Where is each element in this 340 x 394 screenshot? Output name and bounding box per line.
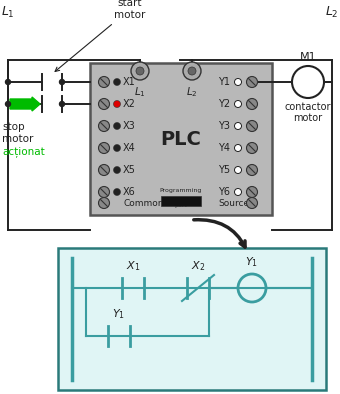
Text: Y5: Y5 bbox=[218, 165, 230, 175]
Circle shape bbox=[99, 98, 109, 110]
Circle shape bbox=[99, 143, 109, 154]
FancyArrow shape bbox=[10, 97, 40, 111]
Text: Y4: Y4 bbox=[218, 143, 230, 153]
Circle shape bbox=[246, 165, 257, 175]
Text: $Y_1$: $Y_1$ bbox=[113, 307, 125, 321]
Text: contactor: contactor bbox=[285, 102, 331, 112]
Circle shape bbox=[59, 102, 65, 106]
Circle shape bbox=[59, 80, 65, 84]
Circle shape bbox=[114, 167, 120, 173]
Circle shape bbox=[5, 80, 11, 84]
FancyArrowPatch shape bbox=[194, 220, 245, 247]
Bar bbox=[58, 248, 326, 390]
Circle shape bbox=[114, 188, 120, 195]
Circle shape bbox=[292, 66, 324, 98]
Bar bbox=[161, 196, 201, 206]
Text: $X_2$: $X_2$ bbox=[191, 259, 205, 273]
Text: acționat: acționat bbox=[2, 146, 45, 157]
Circle shape bbox=[114, 100, 120, 108]
Text: X5: X5 bbox=[123, 165, 136, 175]
Text: Y3: Y3 bbox=[218, 121, 230, 131]
Circle shape bbox=[99, 121, 109, 132]
Text: $X_1$: $X_1$ bbox=[126, 259, 140, 273]
Text: port: port bbox=[174, 203, 187, 208]
Circle shape bbox=[246, 186, 257, 197]
Circle shape bbox=[235, 123, 241, 130]
Circle shape bbox=[99, 76, 109, 87]
Circle shape bbox=[131, 62, 149, 80]
Circle shape bbox=[114, 78, 120, 85]
Text: Programming: Programming bbox=[160, 188, 202, 193]
Circle shape bbox=[246, 98, 257, 110]
Circle shape bbox=[235, 167, 241, 173]
Circle shape bbox=[235, 100, 241, 108]
Text: X4: X4 bbox=[123, 143, 136, 153]
Text: Y6: Y6 bbox=[218, 187, 230, 197]
Circle shape bbox=[136, 67, 144, 75]
Bar bbox=[90, 63, 272, 215]
Text: M1: M1 bbox=[300, 52, 316, 62]
Circle shape bbox=[114, 123, 120, 130]
Circle shape bbox=[235, 78, 241, 85]
Text: $L_2$: $L_2$ bbox=[186, 85, 198, 99]
Circle shape bbox=[246, 197, 257, 208]
Circle shape bbox=[99, 165, 109, 175]
Circle shape bbox=[99, 197, 109, 208]
Circle shape bbox=[114, 145, 120, 152]
Circle shape bbox=[246, 121, 257, 132]
Text: $L_1$: $L_1$ bbox=[134, 85, 146, 99]
Circle shape bbox=[235, 145, 241, 152]
Text: X2: X2 bbox=[123, 99, 136, 109]
Circle shape bbox=[246, 76, 257, 87]
Circle shape bbox=[188, 67, 196, 75]
Text: motor: motor bbox=[293, 113, 323, 123]
Text: PLC: PLC bbox=[160, 130, 201, 149]
Text: start
motor: start motor bbox=[55, 0, 146, 71]
Circle shape bbox=[235, 188, 241, 195]
Text: X6: X6 bbox=[123, 187, 136, 197]
Text: Source: Source bbox=[218, 199, 249, 208]
Circle shape bbox=[246, 143, 257, 154]
Text: Common: Common bbox=[123, 199, 164, 208]
Text: $L_1$: $L_1$ bbox=[1, 5, 15, 20]
Circle shape bbox=[5, 102, 11, 106]
Text: $L_2$: $L_2$ bbox=[325, 5, 339, 20]
Text: X1: X1 bbox=[123, 77, 136, 87]
Text: Y2: Y2 bbox=[218, 99, 230, 109]
Text: X3: X3 bbox=[123, 121, 136, 131]
Text: stop
motor: stop motor bbox=[2, 122, 33, 143]
Circle shape bbox=[99, 186, 109, 197]
Text: $Y_1$: $Y_1$ bbox=[245, 255, 258, 269]
Circle shape bbox=[183, 62, 201, 80]
Text: Y1: Y1 bbox=[218, 77, 230, 87]
